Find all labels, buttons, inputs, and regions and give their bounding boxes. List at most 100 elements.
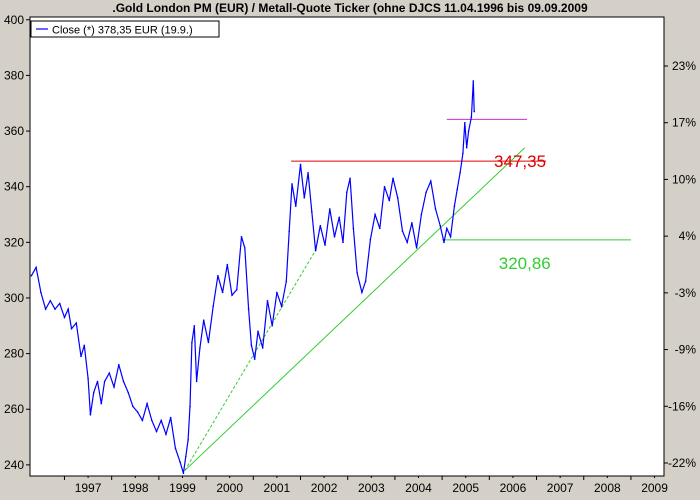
data-point: [44, 308, 47, 310]
data-point: [342, 241, 344, 244]
data-point: [307, 171, 309, 174]
x-tick-label: 2004: [405, 481, 432, 495]
data-point: [379, 227, 381, 230]
data-point: [434, 208, 437, 210]
data-point: [58, 302, 61, 305]
chart-title: .Gold London PM (EUR) / Metall-Quote Tic…: [112, 1, 588, 15]
data-point: [364, 280, 367, 283]
data-point: [89, 414, 92, 416]
data-point: [415, 247, 418, 249]
data-point: [150, 419, 153, 422]
data-point: [67, 308, 70, 310]
data-point: [473, 110, 476, 113]
data-point: [374, 213, 376, 216]
data-point: [328, 208, 331, 210]
data-point: [187, 439, 189, 441]
data-point: [75, 322, 78, 324]
data-point: [425, 191, 427, 194]
data-point: [100, 402, 103, 405]
data-point: [271, 324, 273, 327]
y-right-tick-label: 4%: [679, 229, 697, 243]
data-point: [288, 230, 290, 232]
data-point: [253, 358, 256, 360]
data-point: [195, 380, 198, 383]
data-point: [96, 380, 99, 383]
data-point: [276, 291, 278, 294]
x-tick-label: 2003: [358, 481, 385, 495]
data-point: [465, 146, 468, 149]
data-point: [311, 210, 313, 213]
data-point: [103, 380, 106, 383]
y-left-tick-label: 340: [4, 180, 24, 194]
data-point: [456, 188, 459, 191]
y-left-tick-label: 360: [4, 124, 24, 138]
data-point: [463, 121, 466, 124]
data-point: [202, 319, 205, 322]
data-point: [369, 238, 372, 241]
data-point: [453, 205, 456, 207]
data-point: [303, 197, 306, 199]
data-point: [193, 324, 196, 327]
data-point: [117, 363, 120, 366]
data-point: [240, 235, 243, 238]
data-point: [356, 272, 358, 274]
data-point: [231, 294, 233, 296]
x-tick-label: 2009: [641, 481, 668, 495]
data-point: [250, 344, 253, 347]
data-point: [83, 344, 86, 347]
data-point: [266, 299, 269, 302]
y-left-tick-label: 280: [4, 347, 24, 361]
data-point: [146, 402, 148, 405]
data-point: [299, 163, 302, 166]
data-point: [338, 216, 341, 219]
y-right-tick-label: 17%: [672, 116, 696, 130]
series-line-close: [30, 80, 475, 474]
data-point: [462, 152, 464, 155]
data-point: [169, 416, 172, 419]
data-point: [324, 244, 326, 246]
data-point: [108, 372, 111, 374]
y-right-tick-label: -16%: [668, 399, 696, 413]
data-point: [446, 227, 448, 230]
data-point: [226, 263, 229, 266]
data-point: [160, 419, 163, 422]
data-point: [191, 341, 193, 344]
data-point: [314, 249, 317, 252]
data-point: [221, 291, 224, 294]
data-point: [396, 197, 399, 199]
y-left-tick-label: 240: [4, 458, 24, 472]
y-left-tick-label: 300: [4, 291, 24, 305]
data-point: [199, 347, 201, 349]
data-point: [449, 235, 452, 238]
x-tick-label: 2002: [311, 481, 338, 495]
y-left-tick-label: 260: [4, 402, 24, 416]
data-point: [49, 299, 52, 302]
data-point: [35, 266, 37, 269]
trend-line: [184, 147, 526, 471]
data-point: [294, 205, 297, 207]
legend-box: [30, 20, 220, 38]
data-point: [352, 227, 355, 230]
data-point: [243, 247, 246, 249]
data-point: [80, 355, 82, 358]
data-point: [179, 461, 181, 463]
x-tick-label: 2006: [500, 481, 527, 495]
data-point: [429, 180, 432, 182]
data-point: [212, 305, 214, 308]
data-point: [92, 391, 95, 394]
data-point: [401, 230, 404, 232]
x-tick-label: 2000: [216, 481, 243, 495]
data-point: [217, 274, 219, 277]
data-point: [443, 241, 445, 244]
data-point: [280, 305, 283, 308]
data-point: [333, 235, 336, 238]
data-point: [122, 380, 125, 383]
legend-label: Close (*) 378,35 EUR (19.9.): [52, 25, 193, 37]
data-point: [472, 80, 475, 82]
data-point: [30, 274, 33, 277]
x-tick-label: 2007: [547, 481, 574, 495]
data-point: [141, 419, 144, 422]
annotation-label: 320,86: [499, 254, 551, 273]
annotation-label: 347,35: [494, 152, 546, 171]
